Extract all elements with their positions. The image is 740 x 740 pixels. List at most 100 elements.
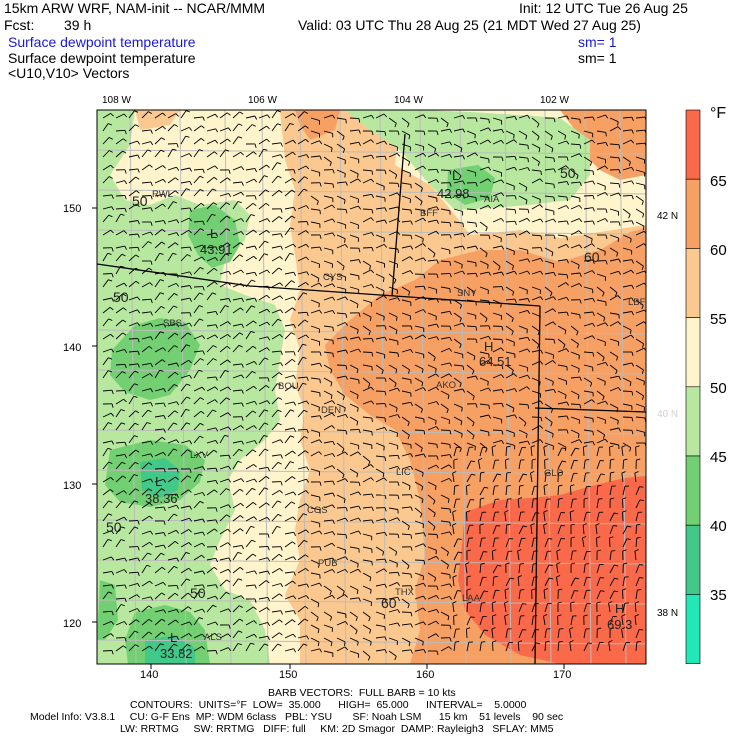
colorbar-segment bbox=[685, 109, 701, 180]
colorbar-segment bbox=[685, 178, 701, 249]
colorbar bbox=[685, 109, 701, 664]
grid-label-x: 170 bbox=[553, 669, 571, 681]
colorbar-segment bbox=[685, 317, 701, 388]
colorbar-tick-label: 40 bbox=[710, 518, 727, 535]
extremum-value: 64.51 bbox=[479, 354, 512, 369]
grid-label-x: 150 bbox=[279, 669, 297, 681]
contour-label: 60 bbox=[584, 249, 600, 265]
field2-smoothing: sm= 1 bbox=[578, 50, 617, 66]
contour-label: 50 bbox=[132, 193, 148, 209]
grid-label-y: 150 bbox=[63, 203, 81, 215]
contour-labels: 50 50 60 50 50 50 60 bbox=[106, 165, 600, 611]
axis-labels: 108 W 106 W 104 W 102 W 42 N 40 N 38 N 1… bbox=[63, 95, 678, 681]
colorbar-tick-label: 50 bbox=[710, 380, 727, 397]
station-label: DEN bbox=[321, 405, 341, 416]
colorbar-segment bbox=[685, 594, 701, 664]
station-label: CYS bbox=[323, 272, 343, 283]
grid-label-x: 160 bbox=[416, 669, 434, 681]
fill-55-60-nw bbox=[135, 110, 180, 130]
colorbar-tick-label: 65 bbox=[710, 173, 727, 190]
extremum-value: 69.3 bbox=[607, 617, 632, 632]
station-label: LBF bbox=[628, 297, 646, 308]
station-label: GLD bbox=[544, 468, 564, 479]
lat-label: 38 N bbox=[657, 608, 678, 619]
contour-label: 60 bbox=[381, 595, 397, 611]
station-label: ALS bbox=[204, 632, 222, 643]
station-label: LIC bbox=[396, 467, 411, 478]
extremum-value: 42.98 bbox=[437, 186, 470, 201]
colorbar-tick-label: 35 bbox=[710, 587, 727, 604]
station-label: THX bbox=[395, 587, 415, 598]
fill-35-40-a bbox=[140, 458, 180, 498]
extremum-type: L bbox=[155, 474, 162, 489]
colorbar-tick-label: 45 bbox=[710, 449, 727, 466]
init-time: Init: 12 UTC Tue 26 Aug 25 bbox=[519, 0, 688, 16]
colorbar-segment bbox=[685, 524, 701, 595]
extremum-value: 38.36 bbox=[145, 491, 178, 506]
forecast-label: Fcst: bbox=[4, 17, 35, 33]
colorbar-segment bbox=[685, 386, 701, 457]
contour-label: 50 bbox=[113, 289, 129, 305]
valid-time: Valid: 03 UTC Thu 28 Aug 25 (21 MDT Wed … bbox=[298, 17, 641, 33]
field2-title: Surface dewpoint temperature bbox=[8, 50, 196, 66]
contour-label: 50 bbox=[190, 585, 206, 601]
model-info: Model Info: V3.8.1 CU: G-F Ens MP: WDM 6… bbox=[30, 711, 564, 723]
station-label: SBS bbox=[163, 318, 182, 329]
station-label: LAA bbox=[462, 593, 481, 604]
station-label: BOU bbox=[278, 381, 299, 392]
station-label: AIA bbox=[484, 194, 500, 205]
contour-legend: CONTOURS: UNITS=°F LOW= 35.000 HIGH= 65.… bbox=[130, 699, 527, 711]
extremum-type: L bbox=[452, 168, 459, 183]
station-label: BFF bbox=[420, 208, 438, 219]
lat-label: 42 N bbox=[657, 211, 678, 222]
station-label: AKO bbox=[436, 380, 456, 391]
colorbar-segment bbox=[685, 455, 701, 526]
colorbar-unit: °F bbox=[710, 105, 726, 122]
lon-label: 104 W bbox=[394, 95, 423, 106]
colorbar-tick-label: 60 bbox=[710, 242, 727, 259]
contour-label: 50 bbox=[106, 519, 122, 535]
vectors-title: <U10,V10> Vectors bbox=[8, 65, 130, 81]
forecast-hour: 39 h bbox=[64, 17, 92, 33]
boundary-wy-ne bbox=[391, 133, 406, 297]
lat-label: 40 N bbox=[657, 409, 678, 420]
station-label: PUB bbox=[318, 558, 338, 569]
extremum-type: L bbox=[210, 226, 217, 241]
field1-title: Surface dewpoint temperature bbox=[8, 34, 196, 50]
extremum-type: H bbox=[484, 339, 493, 354]
station-label: RWL bbox=[152, 189, 173, 200]
grid-label-y: 120 bbox=[63, 618, 81, 630]
extremum-value: 33.82 bbox=[160, 646, 193, 661]
fill-40-45-d bbox=[97, 580, 118, 640]
station-labels: RWL BFF AIA CYS SNY LBF SBS BOU DEN AKO … bbox=[152, 189, 646, 643]
extrema-markers: L 43.91 L 42.98 H 64.51 L 38.36 L 33.82 … bbox=[145, 168, 632, 661]
model-title: 15km ARW WRF, NAM-init -- NCAR/MMM bbox=[4, 0, 266, 16]
extremum-value: 43.91 bbox=[200, 242, 233, 257]
lon-label: 102 W bbox=[540, 95, 569, 106]
fill-45-50-ne bbox=[345, 110, 590, 210]
grid-label-y: 140 bbox=[63, 342, 81, 354]
physics-info: LW: RRTMG SW: RRTMG DIFF: full KM: 2D Sm… bbox=[120, 723, 554, 735]
fill-35-40-b bbox=[145, 635, 195, 664]
fill-45-50-west bbox=[97, 110, 285, 664]
grid-label-x: 140 bbox=[140, 669, 158, 681]
state-boundaries bbox=[97, 133, 646, 664]
lon-label: 106 W bbox=[248, 95, 277, 106]
field1-smoothing: sm= 1 bbox=[578, 34, 617, 50]
colorbar-tick-label: 55 bbox=[710, 311, 727, 328]
lon-label: 108 W bbox=[102, 95, 131, 106]
station-label: SNY bbox=[457, 288, 477, 299]
colorbar-segment bbox=[685, 248, 701, 318]
colorbar-labels: °F 65 60 55 50 45 40 35 bbox=[710, 105, 727, 604]
station-label: COS bbox=[307, 505, 328, 516]
map-frame bbox=[96, 109, 647, 665]
extremum-type: L bbox=[170, 630, 177, 645]
station-label: LXV bbox=[190, 450, 209, 461]
barb-legend: BARB VECTORS: FULL BARB = 10 kts bbox=[268, 687, 456, 699]
contour-label: 50 bbox=[560, 165, 576, 181]
grid-label-y: 130 bbox=[63, 480, 81, 492]
boundary-wy-co bbox=[97, 263, 541, 307]
boundary-co-ks bbox=[534, 305, 541, 664]
fill-60-65-ne bbox=[560, 110, 646, 180]
